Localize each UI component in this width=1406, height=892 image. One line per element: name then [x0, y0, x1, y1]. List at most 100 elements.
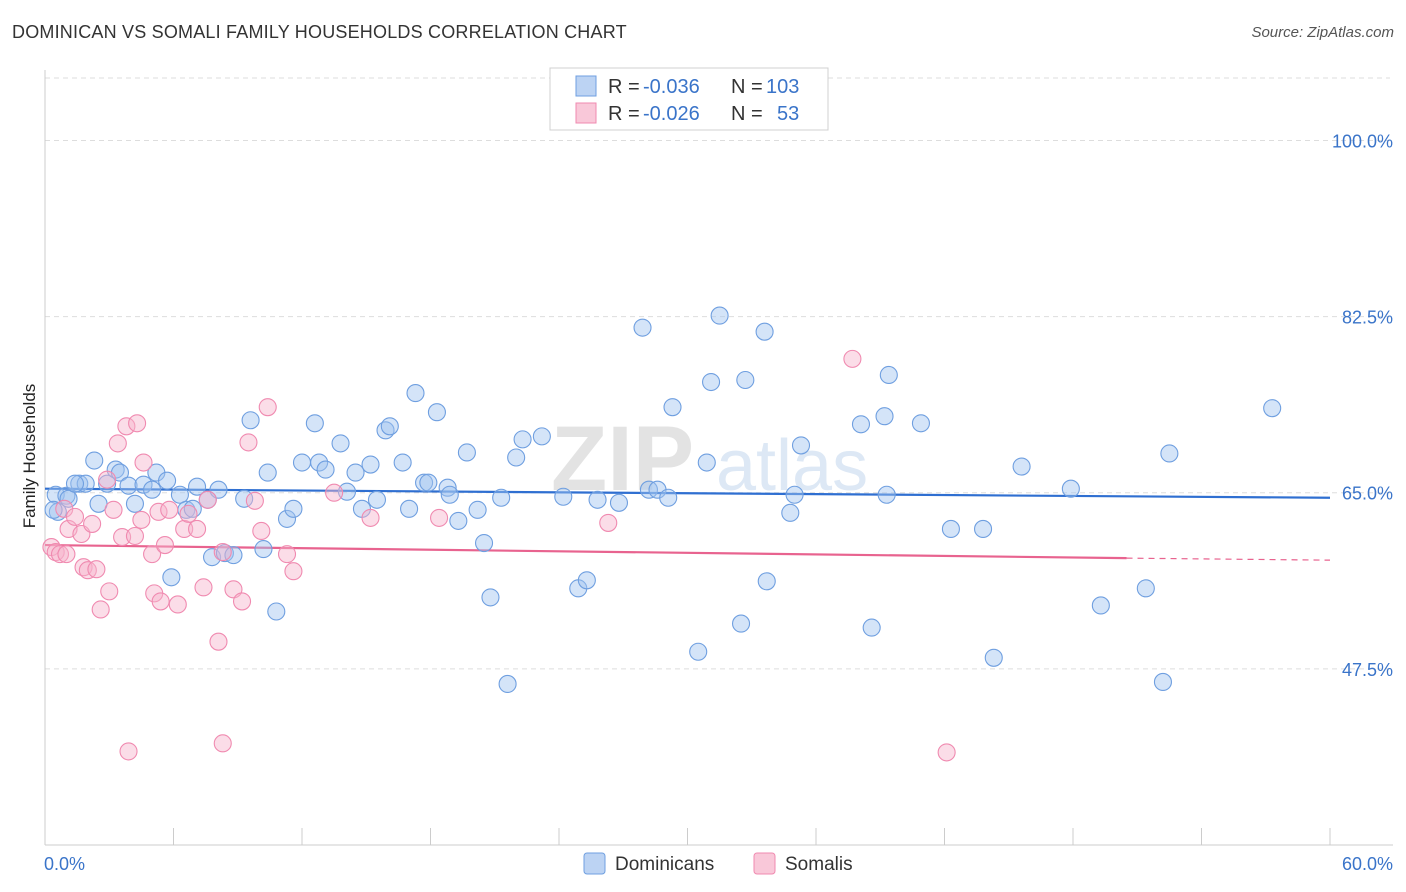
dominican-point [406, 384, 425, 403]
dominican-trend-line [44, 487, 1331, 499]
somali-point [125, 526, 144, 546]
dominican-point [532, 427, 551, 446]
dominican-point [731, 614, 751, 633]
dominican-point [791, 436, 811, 455]
legend-r-label-2: R = [608, 103, 640, 125]
dominican-point [1061, 479, 1080, 498]
x-tick-label-min: 0.0% [44, 854, 85, 874]
dominican-point [554, 487, 573, 506]
legend-swatch-dominicans [575, 75, 597, 97]
bottom-legend: Dominicans Somalis [583, 852, 853, 875]
somali-point [91, 600, 110, 619]
dominican-point [689, 642, 708, 661]
dominican-point [393, 453, 412, 472]
somali-point [83, 514, 102, 533]
dominican-point [1153, 672, 1172, 691]
legend-n-label-1: N = [731, 76, 763, 98]
dominican-point [785, 485, 804, 504]
x-tick-labels: 0.0% 60.0% [44, 854, 1393, 874]
dominican-point [941, 519, 960, 539]
somali-point [232, 592, 252, 611]
somali-point [937, 743, 956, 762]
dominican-point [224, 546, 243, 565]
dominican-point [284, 499, 303, 518]
dominican-point [609, 493, 629, 512]
dominican-point [474, 534, 494, 553]
data-points [42, 306, 1282, 762]
dominican-point [76, 474, 95, 493]
somali-point [117, 417, 136, 436]
chart-title: DOMINICAN VS SOMALI FAMILY HOUSEHOLDS CO… [12, 22, 627, 42]
somali-point [104, 500, 123, 519]
dominican-point [337, 482, 357, 501]
dominican-point [755, 322, 774, 341]
dominican-point [492, 488, 511, 507]
legend-r-value-2: -0.026 [643, 103, 700, 125]
somali-point [128, 414, 147, 433]
dominican-point [702, 372, 721, 392]
dominican-point [1091, 596, 1110, 615]
somali-point [113, 527, 132, 547]
dominican-point [588, 490, 607, 509]
dominican-point [361, 455, 380, 474]
dominican-point [879, 365, 898, 385]
dominican-point [1160, 444, 1179, 463]
dominican-point [659, 488, 678, 507]
somali-point [258, 398, 277, 417]
dominican-point [440, 485, 459, 504]
dominican-point [577, 571, 596, 590]
dominican-point [331, 434, 350, 453]
dominican-point [310, 453, 329, 472]
somali-point [430, 508, 449, 527]
dominican-point [1136, 579, 1155, 598]
dominican-point [277, 509, 297, 528]
somali-point [98, 470, 117, 489]
somali-point [252, 521, 271, 541]
axes [44, 70, 1393, 846]
dominican-point [65, 474, 85, 493]
gridlines [45, 77, 1390, 670]
dominican-point [70, 474, 89, 493]
dominican-point [305, 414, 324, 433]
somali-point [168, 595, 187, 614]
somali-point [108, 434, 127, 453]
dominican-point [241, 411, 260, 430]
dominican-point [158, 471, 177, 490]
somali-point [198, 490, 217, 509]
somali-point [132, 510, 151, 529]
dominican-point [1012, 457, 1031, 476]
somali-point [284, 562, 303, 581]
dominican-point [143, 480, 162, 499]
legend-r-label-1: R = [608, 76, 640, 98]
dominican-point [380, 417, 399, 436]
dominican-point [367, 490, 387, 509]
somali-point [134, 453, 153, 472]
dominican-point [316, 460, 335, 479]
somali-point [213, 734, 232, 753]
dominican-point [419, 473, 438, 492]
legend-swatch-somalis [575, 102, 597, 124]
dominican-point [710, 306, 729, 325]
dominican-point [973, 519, 993, 539]
somali-point [843, 349, 862, 368]
dominican-point [415, 473, 434, 492]
dominican-point [85, 451, 104, 470]
dominican-point [438, 478, 457, 497]
dominican-point [449, 511, 468, 530]
dominican-point [400, 499, 419, 518]
source-label: Source: ZipAtlas.com [1251, 24, 1394, 41]
somali-point [175, 519, 194, 539]
dominican-point [188, 477, 207, 496]
trend-lines [44, 487, 1331, 561]
somali-point [155, 536, 174, 555]
somali-point [179, 504, 198, 523]
dominican-point [498, 674, 517, 694]
legend-r-value-1: -0.036 [643, 76, 700, 98]
somali-point [87, 560, 106, 579]
bottom-legend-somalis: Somalis [785, 854, 853, 875]
y-tick-label: 47.5% [1342, 660, 1393, 680]
legend-n-value-1: 103 [766, 76, 799, 98]
somali-point [361, 508, 380, 527]
somali-point [194, 578, 213, 597]
